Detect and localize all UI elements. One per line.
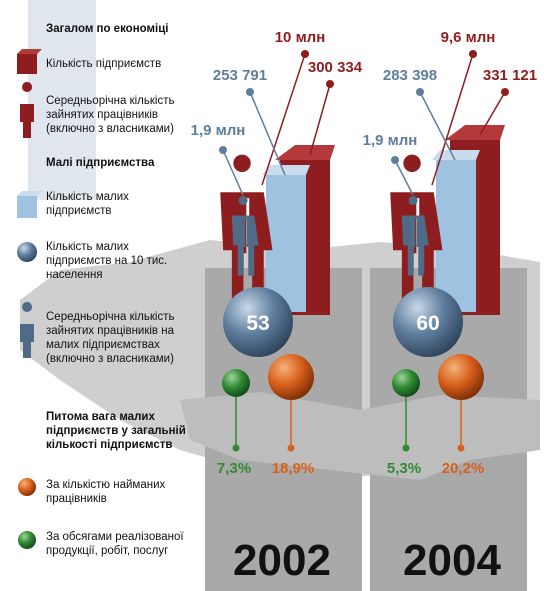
small-employees: 1,9 млн xyxy=(191,122,246,139)
per-10k-value: 53 xyxy=(246,312,269,335)
enterprises-total: 300 334 xyxy=(308,59,363,76)
leader-dot xyxy=(402,444,410,452)
decor xyxy=(28,0,96,200)
icon-box xyxy=(17,196,37,218)
leader-dot xyxy=(326,80,334,88)
leader-line xyxy=(431,53,474,186)
legend-title: Питома вага малих підприємств у загальні… xyxy=(46,411,186,451)
leader-dot xyxy=(246,88,254,96)
small-enterprises: 253 791 xyxy=(213,67,267,84)
share-output-sphere xyxy=(392,369,420,397)
enterprises-total: 331 121 xyxy=(483,67,537,84)
small-enterprises-box-top xyxy=(262,165,310,175)
small-employees-figure xyxy=(401,196,429,276)
small-enterprises-box xyxy=(266,175,306,312)
per-10k-sphere xyxy=(393,287,463,357)
leader-dot xyxy=(501,88,509,96)
icon-sphere xyxy=(17,242,37,262)
share-employees: 20,2% xyxy=(442,460,485,477)
legend-title: Малі підприємства xyxy=(46,157,155,169)
legend-item: Кількість малих підприємств xyxy=(46,191,129,217)
legend-item: За кількістю найманих працівників xyxy=(46,479,166,505)
per-10k-sphere xyxy=(223,287,293,357)
leader-line xyxy=(309,83,331,156)
legend-title: Загалом по економіці xyxy=(46,23,169,35)
year: 2004 xyxy=(403,536,501,585)
leader-dot xyxy=(287,444,295,452)
small-enterprises-box-top xyxy=(432,150,480,160)
icon-sphere xyxy=(18,478,36,496)
employees-figure xyxy=(390,154,443,309)
leader-dot xyxy=(469,50,477,58)
leader-line xyxy=(261,53,306,186)
leader-line xyxy=(222,149,244,196)
share-output: 7,3% xyxy=(217,460,251,477)
icon-person xyxy=(20,302,34,358)
small-enterprises: 283 398 xyxy=(383,67,437,84)
year: 2002 xyxy=(233,536,331,585)
legend-item: Кількість підприємств xyxy=(46,58,162,70)
legend-item: Кількість малих підприємств на 10 тис. н… xyxy=(46,241,168,281)
employees-total: 10 млн xyxy=(275,29,326,46)
share-employees-sphere xyxy=(438,354,484,400)
enterprises-box-top xyxy=(275,145,335,160)
share-employees: 18,9% xyxy=(272,460,315,477)
leader-line xyxy=(479,91,506,136)
employees-total: 9,6 млн xyxy=(441,29,496,46)
share-employees-sphere xyxy=(268,354,314,400)
small-enterprises-box xyxy=(436,160,476,312)
enterprises-box-top xyxy=(445,125,505,140)
per-10k-value: 60 xyxy=(416,312,439,335)
leader-dot xyxy=(416,88,424,96)
leader-dot xyxy=(219,146,227,154)
leader-dot xyxy=(391,156,399,164)
small-employees-figure xyxy=(231,196,259,276)
panels: 53 10 млн 300 334 253 791 1,9 млн 7,3% 18,9% 20… xyxy=(191,29,537,585)
icon-box xyxy=(17,49,42,54)
legend-item: За обсягами реалізованої продукції, робі… xyxy=(46,531,184,557)
employees-figure xyxy=(220,154,273,309)
leader-line xyxy=(419,91,456,161)
icon-box xyxy=(17,54,37,74)
share-output-sphere xyxy=(222,369,250,397)
leader-dot xyxy=(457,444,465,452)
share-output: 5,3% xyxy=(387,460,421,477)
leader-line xyxy=(249,91,286,176)
leader-dot xyxy=(232,444,240,452)
icon-box xyxy=(17,191,42,196)
icon-sphere xyxy=(18,531,36,549)
leader-dot xyxy=(301,50,309,58)
leader-line xyxy=(394,159,414,196)
small-employees: 1,9 млн xyxy=(363,132,418,149)
map-shade xyxy=(180,392,540,480)
legend-item: Середньорічна кількість зайнятих працівн… xyxy=(46,311,175,365)
legend-item: Середньорічна кількість зайнятих працівн… xyxy=(46,95,175,135)
icon-person xyxy=(20,82,34,138)
